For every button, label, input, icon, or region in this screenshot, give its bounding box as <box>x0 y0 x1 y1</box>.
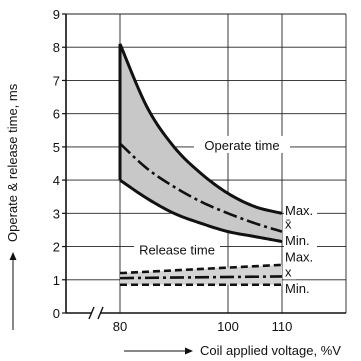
axis-break-mark-2 <box>97 306 104 320</box>
axis-break-mark-1 <box>88 306 95 320</box>
release-min-label: Min. <box>285 281 310 296</box>
y-tick-label-2: 2 <box>53 240 60 255</box>
y-axis-label: Operate & release time, ms <box>5 83 20 242</box>
y-tick-label-6: 6 <box>53 107 60 122</box>
y-axis-label-arrow-head <box>9 252 17 260</box>
series-line-release-mean <box>119 275 283 280</box>
y-tick-label-5: 5 <box>53 140 60 155</box>
release-mean-label-bg <box>284 265 296 280</box>
y-tick-label-4: 4 <box>53 173 60 188</box>
series-line-operate-mean <box>119 142 283 233</box>
operate-max-label: Max. <box>285 203 313 218</box>
shaded-bands <box>118 43 282 285</box>
operate-min-label-bg <box>284 233 317 248</box>
operate-time-band <box>120 43 282 242</box>
annotations: Coil applied voltage, %V Operate & releas… <box>5 83 341 358</box>
x-tick-label-80: 80 <box>113 319 127 334</box>
operate-mean-label-bg <box>284 217 317 232</box>
x-tick-label-100: 100 <box>217 319 239 334</box>
x-axis-label-arrow-head <box>185 347 193 355</box>
release-min-label-bg <box>284 282 317 297</box>
release-max-label-bg <box>284 250 317 265</box>
operate-max-label-bg <box>284 203 317 218</box>
x-axis-label: Coil applied voltage, %V <box>200 343 341 358</box>
operate-time-label-bg <box>194 135 290 153</box>
operate-mean-label: x̄ <box>285 216 292 231</box>
operate-min-label: Min. <box>285 233 310 248</box>
release-max-label: Max. <box>285 250 313 265</box>
operate-time-label: Operate time <box>204 138 279 153</box>
series-line-release-max <box>119 263 283 275</box>
y-tick-label-0: 0 <box>53 306 60 321</box>
tick-labels: 0 1 2 3 4 5 6 7 8 9 80 100 110 <box>53 7 293 334</box>
release-mean-label: x <box>285 264 292 279</box>
y-tick-label-3: 3 <box>53 206 60 221</box>
series-lines <box>118 43 283 287</box>
y-tick-label-7: 7 <box>53 73 60 88</box>
series-line-operate-max <box>118 43 283 215</box>
series-line-operate-min <box>119 178 283 244</box>
y-tick-label-8: 8 <box>53 40 60 55</box>
y-tick-label-1: 1 <box>53 273 60 288</box>
y-tick-label-9: 9 <box>53 7 60 22</box>
release-time-label-bg <box>134 240 220 258</box>
grid-lines <box>66 13 347 313</box>
release-time-band <box>120 264 282 285</box>
release-time-label: Release time <box>139 243 215 258</box>
axes <box>62 13 346 320</box>
x-tick-label-110: 110 <box>272 319 293 334</box>
